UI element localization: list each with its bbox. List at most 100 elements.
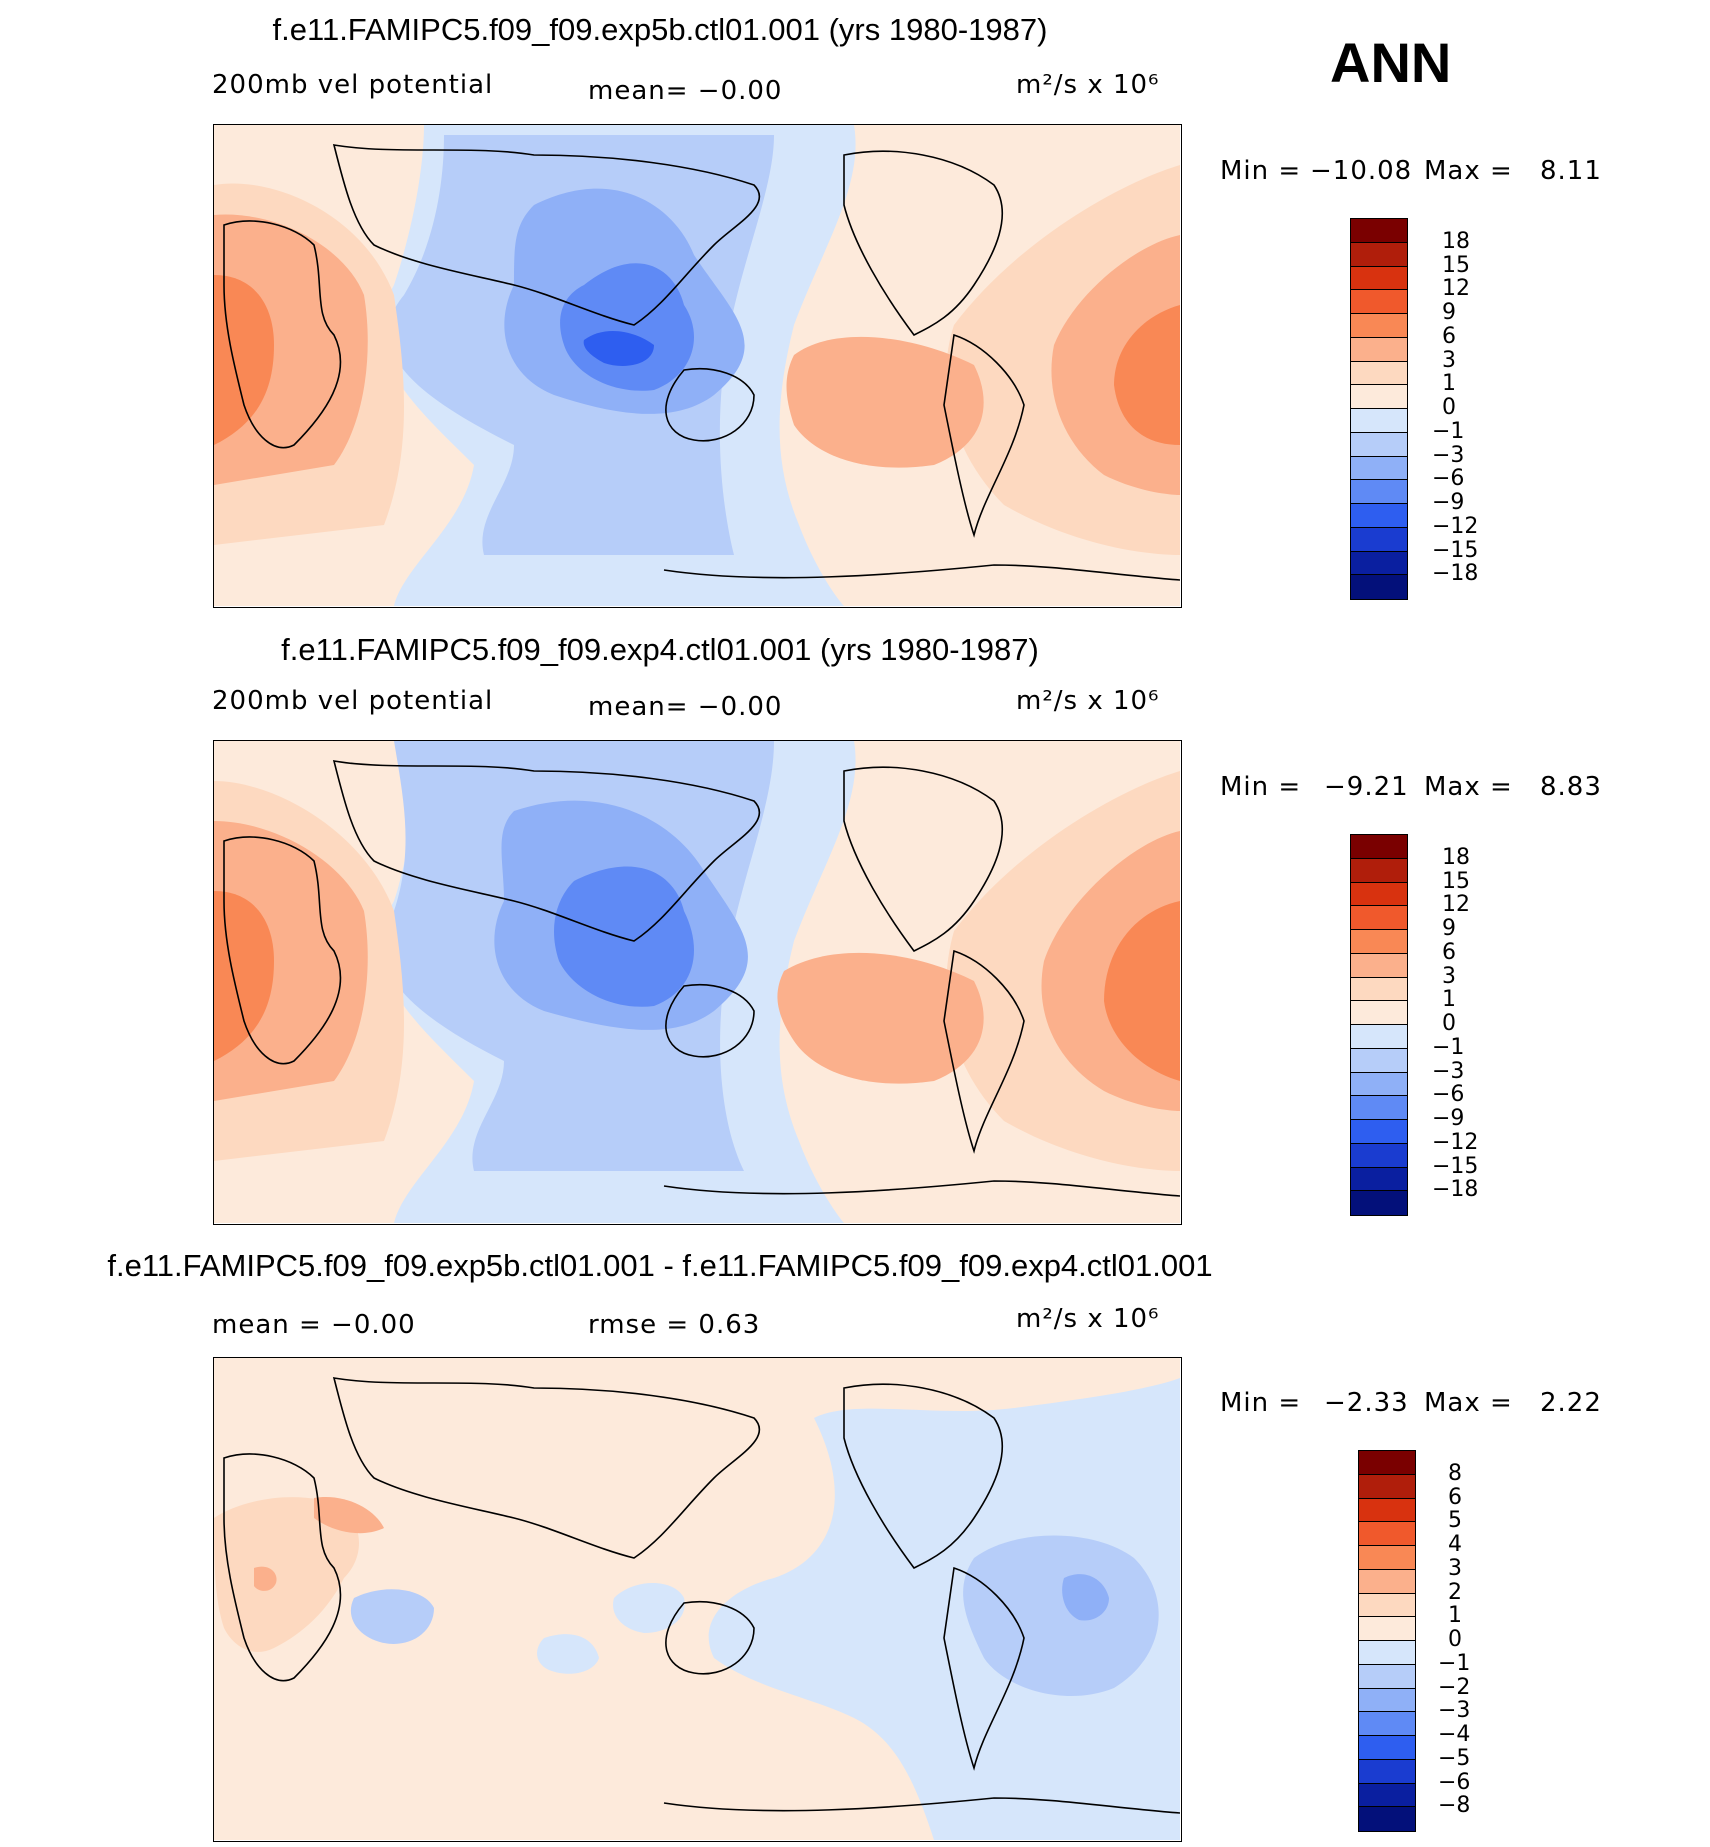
panel-1-max-label: Max = bbox=[1424, 156, 1513, 186]
colorbar-tick-label: −15 bbox=[1432, 1153, 1479, 1179]
colorbar-tick-label: −12 bbox=[1432, 1129, 1479, 1155]
colorbar-cell bbox=[1351, 266, 1407, 291]
panel-2-variable-label: 200mb vel potential bbox=[212, 686, 494, 716]
colorbar-cell bbox=[1351, 882, 1407, 907]
panel-2-min-value: −9.21 bbox=[1324, 772, 1409, 802]
colorbar-cell bbox=[1351, 504, 1407, 528]
colorbar-tick-label: −18 bbox=[1432, 561, 1479, 587]
colorbar-tick-label: 6 bbox=[1448, 1484, 1462, 1510]
colorbar-tick-label: −3 bbox=[1432, 1058, 1465, 1084]
colorbar-cell bbox=[1359, 1451, 1415, 1475]
panel-3-rmse-label: rmse = 0.63 bbox=[588, 1310, 761, 1340]
colorbar-tick-label: 0 bbox=[1448, 1627, 1462, 1652]
colorbar-cell bbox=[1351, 1167, 1407, 1192]
colorbar-tick-label: −1 bbox=[1438, 1650, 1471, 1676]
panel-2-map bbox=[213, 740, 1182, 1225]
panel-3-min-label: Min = bbox=[1220, 1388, 1302, 1418]
colorbar-tick-label: 18 bbox=[1442, 844, 1470, 870]
colorbar-cell bbox=[1351, 219, 1407, 243]
panel-3-min-value: −2.33 bbox=[1324, 1388, 1409, 1418]
colorbar-tick-label: 9 bbox=[1442, 300, 1456, 325]
colorbar-tick-label: 3 bbox=[1442, 963, 1456, 989]
colorbar-tick-label: −2 bbox=[1438, 1674, 1471, 1700]
colorbar-tick-label: 15 bbox=[1442, 252, 1470, 278]
colorbar-cell bbox=[1359, 1498, 1415, 1523]
panel-3-max-value: 2.22 bbox=[1540, 1388, 1602, 1418]
colorbar-tick-label: 0 bbox=[1442, 1011, 1456, 1036]
colorbar-cell bbox=[1351, 551, 1407, 576]
colorbar-cell bbox=[1351, 337, 1407, 362]
panel-3-max-label: Max = bbox=[1424, 1388, 1513, 1418]
colorbar-cell bbox=[1359, 1522, 1415, 1546]
colorbar-cell bbox=[1351, 361, 1407, 386]
panel-3-map-svg bbox=[214, 1358, 1180, 1840]
colorbar-cell bbox=[1351, 835, 1407, 859]
colorbar-tick-label: −15 bbox=[1432, 537, 1479, 563]
panel-2-min-label: Min = bbox=[1220, 772, 1302, 802]
colorbar-tick-label: −9 bbox=[1432, 490, 1465, 515]
colorbar-cell bbox=[1359, 1759, 1415, 1784]
colorbar-cell bbox=[1359, 1474, 1415, 1499]
colorbar-cell bbox=[1359, 1736, 1415, 1760]
colorbar-tick-label: 15 bbox=[1442, 868, 1470, 894]
season-label: ANN bbox=[1330, 31, 1452, 94]
colorbar-tick-label: −1 bbox=[1432, 1034, 1465, 1060]
panel-2-map-svg bbox=[214, 741, 1180, 1223]
panel-3-title: f.e11.FAMIPC5.f09_f09.exp5b.ctl01.001 - … bbox=[107, 1248, 1213, 1283]
panel-3-units-label: m²/s x 10⁶ bbox=[1016, 1304, 1160, 1334]
colorbar-tick-label: −12 bbox=[1432, 513, 1479, 539]
colorbar-tick-label: 6 bbox=[1442, 939, 1456, 965]
colorbar-tick-label: 4 bbox=[1448, 1532, 1462, 1557]
panel-1-variable-label: 200mb vel potential bbox=[212, 70, 494, 100]
colorbar-tick-label: 1 bbox=[1442, 987, 1456, 1013]
colorbar-cell bbox=[1351, 409, 1407, 433]
colorbar-tick-label: −3 bbox=[1432, 442, 1465, 468]
colorbar-cell bbox=[1351, 1072, 1407, 1097]
colorbar-cell bbox=[1351, 1143, 1407, 1168]
colorbar-cell bbox=[1359, 1546, 1415, 1570]
panel-2-colorbar-labels: 18 15 12 9 6 3 1 0 −1 −3 −6 −9 −12 −15 −18 bbox=[1432, 834, 1512, 1216]
colorbar-cell bbox=[1351, 1096, 1407, 1120]
colorbar-tick-label: −6 bbox=[1432, 466, 1465, 492]
panel-2-max-value: 8.83 bbox=[1540, 772, 1602, 802]
panel-1-map bbox=[213, 124, 1182, 608]
colorbar-cell bbox=[1359, 1712, 1415, 1736]
colorbar-tick-label: −6 bbox=[1438, 1769, 1471, 1795]
panel-2-max-label: Max = bbox=[1424, 772, 1513, 802]
colorbar-cell bbox=[1351, 906, 1407, 930]
colorbar-tick-label: 12 bbox=[1442, 276, 1470, 302]
panel-2-units-label: m²/s x 10⁶ bbox=[1016, 686, 1160, 716]
panel-2-title: f.e11.FAMIPC5.f09_f09.exp4.ctl01.001 (yr… bbox=[281, 632, 1039, 667]
colorbar-tick-label: −8 bbox=[1438, 1793, 1471, 1819]
colorbar-tick-label: 6 bbox=[1442, 323, 1456, 349]
colorbar-cell bbox=[1351, 242, 1407, 267]
panel-3-colorbar-labels: 8 6 5 4 3 2 1 0 −1 −2 −3 −4 −5 −6 −8 bbox=[1438, 1450, 1518, 1832]
colorbar-cell bbox=[1351, 1191, 1407, 1215]
colorbar-tick-label: −4 bbox=[1438, 1722, 1471, 1747]
colorbar-cell bbox=[1359, 1783, 1415, 1808]
panel-3-mean-label: mean = −0.00 bbox=[212, 1310, 416, 1340]
colorbar-cell bbox=[1351, 575, 1407, 599]
panel-1-units-label: m²/s x 10⁶ bbox=[1016, 70, 1160, 100]
colorbar-cell bbox=[1359, 1641, 1415, 1665]
panel-1-title: f.e11.FAMIPC5.f09_f09.exp5b.ctl01.001 (y… bbox=[272, 12, 1048, 47]
panel-2-colorbar bbox=[1350, 834, 1408, 1216]
colorbar-cell bbox=[1359, 1688, 1415, 1713]
colorbar-cell bbox=[1351, 930, 1407, 954]
colorbar-tick-label: 8 bbox=[1448, 1460, 1462, 1486]
colorbar-tick-label: 12 bbox=[1442, 892, 1470, 918]
colorbar-cell bbox=[1351, 977, 1407, 1002]
colorbar-cell bbox=[1351, 314, 1407, 338]
colorbar-cell bbox=[1351, 1120, 1407, 1144]
colorbar-tick-label: −1 bbox=[1432, 418, 1465, 444]
colorbar-tick-label: 3 bbox=[1448, 1555, 1462, 1581]
colorbar-cell bbox=[1351, 456, 1407, 481]
colorbar-cell bbox=[1351, 480, 1407, 504]
colorbar-cell bbox=[1359, 1569, 1415, 1594]
colorbar-cell bbox=[1359, 1664, 1415, 1689]
panel-1-colorbar-labels: 18 15 12 9 6 3 1 0 −1 −3 −6 −9 −12 −15 −18 bbox=[1432, 218, 1512, 600]
panel-3-map bbox=[213, 1357, 1182, 1842]
colorbar-tick-label: 2 bbox=[1448, 1579, 1462, 1605]
panel-2-mean-label: mean= −0.00 bbox=[588, 692, 783, 722]
colorbar-tick-label: −3 bbox=[1438, 1698, 1471, 1724]
